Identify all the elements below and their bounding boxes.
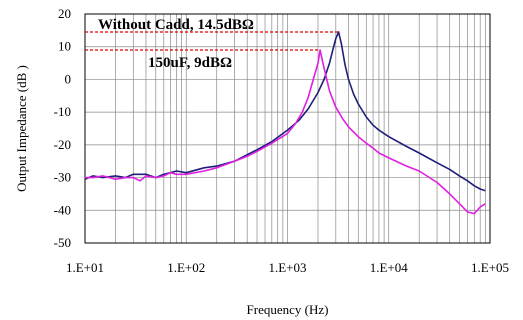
series-layer — [84, 31, 486, 215]
x-tick-label: 1.E+05 — [471, 260, 509, 275]
y-tick-label: -40 — [54, 202, 71, 217]
y-tick-label: 0 — [65, 71, 72, 86]
y-tick-label: -10 — [54, 104, 71, 119]
y-axis-title: Output Impedance (dB ) — [14, 65, 29, 192]
y-tick-label: -50 — [54, 235, 71, 250]
x-tick-label: 1.E+03 — [268, 260, 306, 275]
plot-area-frame — [84, 13, 491, 244]
y-tick-label: -20 — [54, 137, 71, 152]
annotation-layer: Without Cadd, 14.5dBΩ 150uF, 9dBΩ — [85, 17, 339, 71]
series-line-1 — [84, 31, 486, 192]
x-tick-label: 1.E+01 — [66, 260, 104, 275]
annotation-label-1: Without Cadd, 14.5dBΩ — [98, 17, 254, 33]
y-tick-label: 20 — [58, 6, 71, 21]
y-tick-label: -30 — [54, 170, 71, 185]
y-tick-labels: 20 10 0 -10 -20 -30 -40 -50 — [54, 6, 71, 250]
series-line-2 — [85, 49, 486, 215]
x-tick-label: 1.E+04 — [370, 260, 409, 275]
annotation-label-2: 150uF, 9dBΩ — [148, 55, 232, 71]
x-tick-labels: 1.E+01 1.E+02 1.E+03 1.E+04 1.E+05 — [66, 260, 509, 275]
grid-lines — [84, 13, 490, 244]
y-tick-label: 10 — [58, 39, 71, 54]
x-axis-title: Frequency (Hz) — [247, 302, 329, 317]
x-tick-label: 1.E+02 — [167, 260, 205, 275]
